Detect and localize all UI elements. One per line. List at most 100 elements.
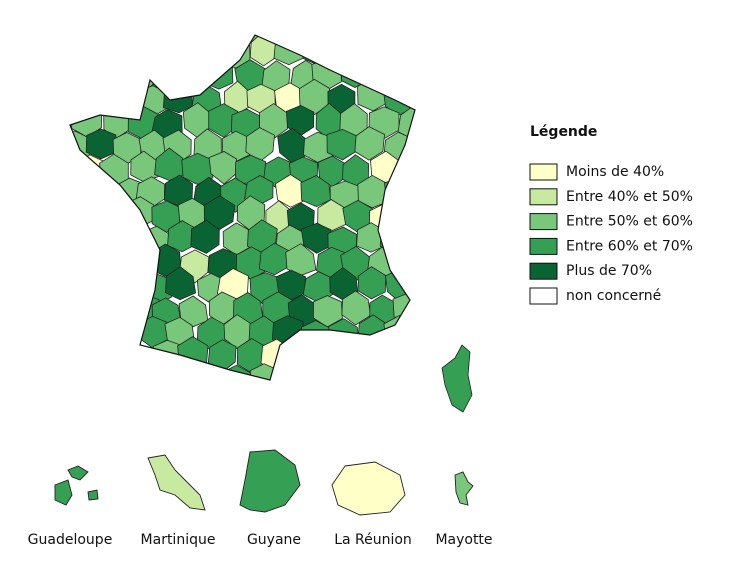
- department: [125, 35, 154, 45]
- department: [190, 219, 220, 254]
- legend-swatch: [529, 188, 558, 206]
- overseas-shape: [54, 465, 99, 506]
- department: [341, 290, 371, 326]
- department: [340, 56, 369, 88]
- department: [98, 201, 129, 235]
- overseas-shape: [331, 461, 406, 516]
- department: [70, 363, 90, 380]
- department: [411, 366, 415, 380]
- department: [425, 106, 454, 137]
- department: [310, 35, 343, 44]
- department: [86, 225, 115, 257]
- legend-label: Moins de 40%: [566, 164, 664, 180]
- department: [411, 130, 415, 164]
- department: [70, 78, 87, 114]
- department: [408, 174, 415, 209]
- legend-label: Entre 60% et 70%: [566, 238, 693, 254]
- department: [110, 80, 140, 116]
- department: [439, 37, 468, 67]
- department: [393, 59, 415, 93]
- department: [96, 336, 128, 373]
- department: [368, 58, 400, 93]
- legend-label: Entre 40% et 50%: [566, 189, 693, 205]
- department: [154, 35, 185, 45]
- department: [273, 35, 304, 66]
- department: [165, 35, 197, 70]
- department: [298, 78, 331, 116]
- department: [427, 198, 456, 229]
- department: [70, 153, 74, 186]
- overseas-shape: [147, 454, 206, 511]
- department: [113, 223, 142, 259]
- department: [379, 35, 409, 68]
- department: [392, 339, 415, 374]
- department: [70, 272, 88, 302]
- department: [70, 341, 101, 372]
- department: [114, 315, 143, 352]
- department: [83, 177, 115, 210]
- department: [300, 222, 332, 254]
- department: [424, 150, 454, 184]
- department: [354, 126, 385, 161]
- department: [441, 221, 469, 255]
- department: [70, 35, 76, 44]
- legend-swatch: [529, 237, 558, 255]
- department: [85, 128, 117, 160]
- department: [179, 56, 209, 91]
- department: [98, 35, 129, 43]
- department: [70, 201, 72, 232]
- department: [392, 200, 415, 234]
- department: [136, 37, 169, 71]
- department: [98, 56, 131, 90]
- legend-swatch: [529, 163, 558, 181]
- department: [399, 35, 415, 47]
- department: [70, 104, 75, 135]
- department: [83, 316, 116, 348]
- department: [70, 176, 87, 213]
- department: [409, 221, 415, 255]
- department: [72, 200, 103, 233]
- department: [97, 244, 127, 278]
- france-outline: [69, 34, 416, 381]
- department: [426, 59, 453, 93]
- department: [73, 296, 103, 327]
- legend-label: Plus de 70%: [566, 263, 652, 279]
- department: [122, 343, 155, 376]
- overseas-label: La Réunion: [334, 532, 412, 548]
- department: [424, 10, 452, 41]
- department: [70, 35, 86, 67]
- department: [411, 39, 415, 73]
- department: [70, 342, 77, 378]
- department: [354, 363, 385, 380]
- department: [82, 81, 114, 118]
- department: [249, 363, 280, 380]
- department: [203, 195, 236, 230]
- overseas-shape: [454, 471, 474, 506]
- overseas-label: Martinique: [141, 532, 216, 548]
- department: [275, 361, 307, 380]
- department: [285, 35, 315, 43]
- department: [206, 35, 236, 42]
- department: [314, 343, 346, 376]
- department: [409, 270, 415, 305]
- legend-title: Légende: [530, 124, 597, 140]
- overseas-shape: [239, 449, 301, 513]
- department: [111, 35, 142, 66]
- departments: [70, 10, 469, 380]
- department: [109, 360, 141, 380]
- department: [378, 366, 410, 380]
- department: [154, 147, 185, 181]
- department: [86, 37, 116, 69]
- overseas-label: Guyane: [247, 532, 301, 548]
- department: [164, 266, 197, 301]
- department: [87, 269, 117, 306]
- legend-swatch: [529, 262, 558, 280]
- department: [70, 57, 101, 91]
- department: [371, 35, 399, 49]
- legend-swatch: [529, 213, 558, 231]
- department: [423, 295, 452, 326]
- department: [192, 365, 223, 380]
- legend-swatch: [529, 287, 558, 305]
- department: [70, 221, 86, 253]
